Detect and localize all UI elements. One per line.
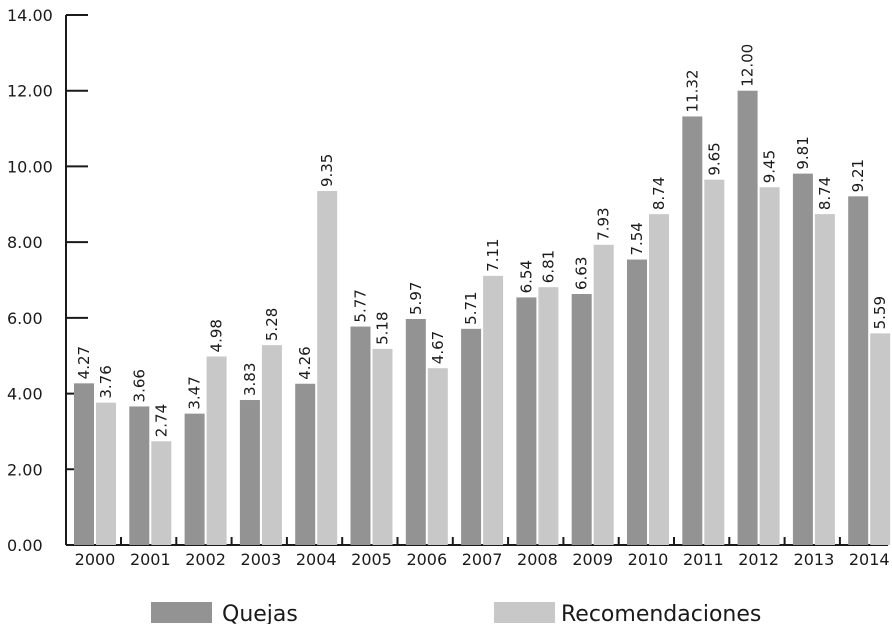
bar-recomendaciones [427, 368, 448, 545]
y-tick-label: 6.00 [7, 309, 43, 328]
legend: Quejas Recomendaciones [151, 602, 761, 624]
x-tick-label: 2001 [130, 550, 171, 569]
data-label: 5.71 [462, 291, 480, 324]
data-label: 9.21 [849, 159, 867, 192]
bar-recomendaciones [538, 287, 559, 545]
x-tick-label: 2008 [517, 550, 558, 569]
data-label: 4.98 [208, 319, 226, 352]
data-label: 7.54 [628, 222, 646, 255]
data-label: 9.45 [761, 150, 779, 183]
bar-recomendaciones [649, 214, 669, 545]
data-label: 3.66 [130, 369, 148, 402]
bar-recomendaciones [704, 179, 725, 545]
bar-quejas [295, 383, 316, 545]
y-tick-label: 10.00 [7, 157, 53, 176]
bar-recomendaciones [261, 345, 282, 545]
y-tick-label: 0.00 [7, 536, 43, 555]
bar-recomendaciones [206, 356, 227, 545]
bar-quejas [627, 259, 647, 545]
data-label: 6.63 [573, 257, 591, 290]
data-label: 4.67 [429, 331, 447, 364]
bar-quejas [239, 400, 260, 545]
data-label: 5.59 [871, 296, 889, 329]
data-label: 3.47 [186, 376, 204, 409]
x-tick-label: 2006 [406, 550, 447, 569]
y-tick-label: 2.00 [7, 460, 43, 479]
x-tick-label: 2014 [849, 550, 890, 569]
bar-quejas [184, 413, 205, 545]
data-label: 5.77 [352, 289, 370, 322]
data-label: 2.74 [152, 404, 170, 437]
bar-quejas [74, 383, 94, 545]
y-tick-label: 12.00 [7, 82, 53, 101]
bar-quejas [682, 116, 703, 545]
data-label: 5.18 [374, 311, 392, 344]
y-tick-label: 14.00 [7, 6, 53, 25]
data-label: 9.81 [794, 136, 812, 169]
bar-quejas [848, 196, 869, 546]
bar-recomendaciones [759, 187, 780, 545]
bar-quejas [129, 406, 150, 545]
bar-quejas [571, 294, 592, 545]
bar-quejas [737, 90, 758, 545]
x-tick-label: 2009 [572, 550, 613, 569]
x-tick-label: 2010 [628, 550, 669, 569]
x-tick-label: 2012 [738, 550, 779, 569]
legend-label: Quejas [222, 602, 298, 624]
x-axis-ticks: 2000 2001 2002 2003 2004 2005 2006 2007 2008 2009… [75, 537, 890, 569]
x-tick-label: 2004 [296, 550, 337, 569]
data-label: 9.65 [705, 142, 723, 175]
data-label: 9.35 [318, 154, 336, 187]
bar-recomendaciones [870, 333, 891, 545]
legend-swatch [494, 602, 555, 623]
x-tick-label: 2011 [683, 550, 724, 569]
data-label: 3.83 [241, 363, 259, 396]
x-tick-label: 2005 [351, 550, 392, 569]
bars: 4.273.76 3.662.74 3.47 4.98 3.83 5.28 4.26 9.35… [74, 44, 891, 546]
x-tick-label: 2000 [75, 550, 116, 569]
bar-recomendaciones [372, 348, 393, 545]
bar-recomendaciones [96, 402, 116, 545]
data-label: 5.97 [407, 282, 425, 315]
bar-quejas [461, 328, 482, 545]
data-label: 6.54 [517, 260, 535, 293]
bar-recomendaciones [483, 275, 504, 545]
x-tick-label: 2003 [241, 550, 282, 569]
x-tick-label: 2013 [794, 550, 835, 569]
bar-quejas [350, 326, 371, 545]
bar-recomendaciones [317, 191, 338, 546]
bar-quejas [516, 297, 537, 545]
y-tick-label: 4.00 [7, 385, 43, 404]
bar-recomendaciones [814, 214, 835, 545]
data-label: 7.11 [484, 238, 502, 271]
bar-quejas [405, 318, 426, 545]
x-tick-label: 2007 [462, 550, 503, 569]
data-label: 4.27 [75, 346, 93, 379]
y-tick-label: 8.00 [7, 233, 43, 252]
legend-label: Recomendaciones [561, 602, 761, 624]
data-label: 12.00 [739, 44, 757, 87]
data-label: 8.74 [650, 177, 668, 210]
data-label: 3.76 [97, 365, 115, 398]
x-tick-label: 2002 [185, 550, 226, 569]
data-label: 4.26 [296, 346, 314, 379]
data-label: 7.93 [595, 207, 613, 240]
data-label: 11.32 [683, 70, 701, 113]
bar-recomendaciones [151, 441, 172, 545]
data-label: 6.81 [539, 250, 557, 283]
data-label: 5.28 [263, 308, 281, 341]
bar-quejas [792, 173, 813, 545]
data-label: 8.74 [816, 177, 834, 210]
legend-swatch [151, 602, 212, 623]
bar-recomendaciones [593, 244, 614, 546]
